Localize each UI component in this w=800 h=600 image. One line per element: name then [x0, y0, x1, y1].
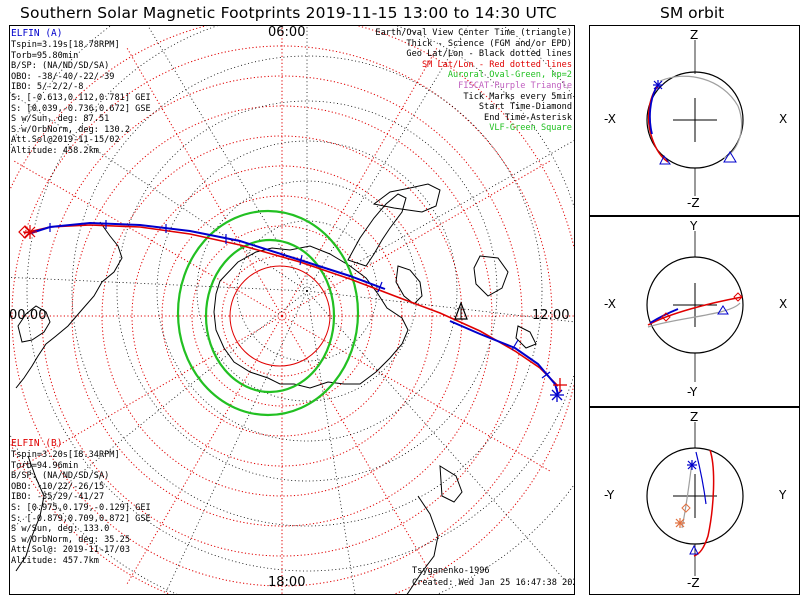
elfin-b-line: S w/Sun, deg: 133.0 — [11, 524, 110, 535]
clock-label-top: 06:00 — [268, 25, 306, 40]
elfin-b-info: ELFIN (B) Tspin=3.20s[18.34RPM] Torb=94.… — [11, 438, 151, 567]
orbit-panel-xz: Z -X X -Z — [589, 25, 800, 216]
legend-item: Earth/Oval View Center Time (triangle) — [375, 28, 572, 38]
clock-label-bottom: 18:00 — [268, 575, 306, 590]
orbit-panel-yz-canvas — [646, 422, 744, 576]
elfin-b-title: ELFIN (B) — [11, 438, 63, 449]
geo-pole-circle — [229, 265, 331, 367]
elfin-a-line: S: [-0.613,0.112,0.781] GEI — [11, 92, 151, 103]
elfin-a-line: Tspin=3.19s[18.78RPM] — [11, 40, 120, 50]
orbit-panel-title: SM orbit — [660, 4, 725, 22]
track-tick-marks — [49, 220, 551, 379]
orbit-panel-yz: Z -Y Y -Z — [589, 407, 800, 595]
auroral-oval — [176, 209, 360, 417]
elfin-a-line: Altitude: 458.2km — [11, 145, 99, 156]
elfin-b-line: B/SP: (NA/ND/SD/SA) — [11, 471, 110, 482]
orbit-xy-top-label: Y — [690, 219, 698, 233]
legend-item: Thick - Science (FGM and/or EPD) — [406, 38, 572, 49]
created-timestamp: Created: Wed Jan 25 16:47:38 2023 — [412, 578, 575, 588]
orbit-panel-xy-canvas — [646, 231, 744, 382]
elfin-a-line: Att.Sol@2019-11-15/02 — [11, 135, 120, 146]
sm-longitude-lines — [10, 26, 574, 594]
elfin-a-line: IBO: 5/-2/2/-8 — [11, 82, 84, 93]
elfin-b-line: S: [-0.879,0.709,0.872] GSE — [11, 513, 151, 524]
elfin-a-line: Torb=95.80min — [11, 50, 79, 61]
legend-item: End Time-Asterisk — [484, 112, 572, 123]
legend-item: Start Time-Diamond — [478, 102, 572, 113]
model-credit: Tsyganenko-1996 — [412, 566, 490, 576]
orbit-xz-right-label: X — [779, 112, 788, 126]
orbit-xy-left-label: -X — [604, 297, 616, 311]
elfin-b-line: Att.Sol@: 2019-11-17/03 — [11, 545, 130, 556]
clock-label-left: 00:00 — [9, 308, 47, 323]
legend-item: FISCAT-Purple Triangle — [458, 80, 572, 91]
elfin-b-line: S w/OrbNorm, deg: 35.25 — [11, 534, 130, 545]
elfin-a-track — [27, 221, 559, 395]
footprint-map: 06:00 00:00 12:00 18:00 Earth/Oval View … — [9, 25, 575, 595]
orbit-yz-bottom-label: -Z — [687, 576, 700, 590]
elfin-a-info: ELFIN (A) Tspin=3.19s[18.78RPM] Torb=95.… — [11, 28, 151, 157]
orbit-xy-bottom-label: -Y — [687, 385, 698, 399]
legend-item: Tick Marks every 5min — [463, 91, 572, 102]
legend-item: VLF-Green Square — [489, 123, 572, 134]
elfin-b-line: Torb=94.96min — [11, 460, 79, 471]
footprint-map-canvas — [10, 26, 574, 594]
orbit-xz-top-label: Z — [690, 28, 699, 42]
legend: Earth/Oval View Center Time (triangle) T… — [375, 28, 572, 134]
orbit-panel-xy: Y -X X -Y — [589, 216, 800, 407]
legend-item: SM Lat/Lon - Red dotted lines — [421, 59, 572, 70]
elfin-a-title: ELFIN (A) — [11, 28, 63, 39]
orbit-xz-left-label: -X — [604, 112, 616, 126]
orbit-yz-left-label: -Y — [604, 488, 615, 502]
elfin-a-line: S w/OrbNorm, deg: 130.2 — [11, 124, 130, 135]
elfin-b-line: Tspin=3.20s[18.34RPM] — [11, 450, 120, 460]
elfin-a-line: S w/Sun, deg: 87.51 — [11, 114, 110, 125]
elfin-b-line: S: [0.975,0.179,-0.129] GEI — [11, 502, 151, 513]
end-asterisk-icon-b — [553, 378, 567, 392]
orbit-yz-right-label: Y — [779, 488, 787, 502]
legend-item: Geo Lat/Lon - Black dotted lines — [406, 49, 572, 60]
orbit-xz-bottom-label: -Z — [687, 196, 700, 210]
legend-item: Auroral Oval-Green, kp=2 — [447, 70, 572, 81]
orbit-yz-top-label: Z — [690, 410, 699, 424]
orbit-xy-right-label: X — [779, 297, 788, 311]
elfin-a-line: B/SP: (NA/ND/SD/SA) — [11, 61, 110, 72]
orbit-panel-xz-canvas — [646, 40, 744, 196]
plot-title: Southern Solar Magnetic Footprints 2019-… — [20, 4, 557, 22]
start-diamond-icon — [18, 225, 32, 239]
elfin-b-track — [23, 224, 559, 387]
elfin-b-line: OBO: -10/22/-26/15 — [11, 481, 105, 492]
elfin-b-line: IBO: -35/29/-41/27 — [11, 492, 105, 503]
elfin-a-line: S: [0.039,-0.736,0.672] GSE — [11, 103, 151, 114]
clock-label-right: 12:00 — [532, 308, 570, 323]
coastlines — [15, 183, 537, 594]
elfin-a-line: OBO: -38/-40/-22/-39 — [11, 71, 115, 82]
elfin-b-line: Altitude: 457.7km — [11, 555, 99, 566]
start-asterisk-icon — [23, 225, 37, 239]
end-asterisk-icon — [550, 388, 564, 402]
